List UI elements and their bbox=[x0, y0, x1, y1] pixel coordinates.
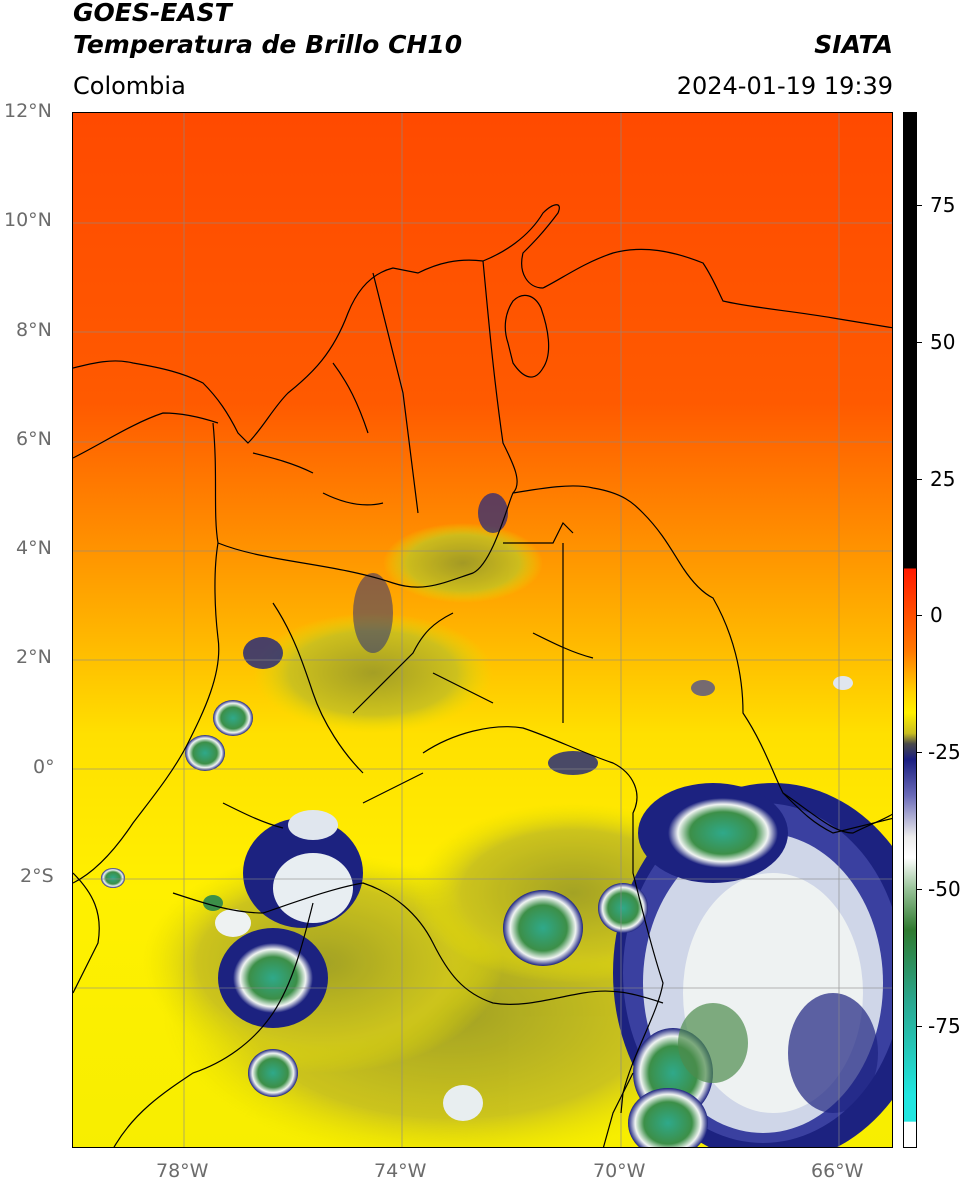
colorbar-tick: 75 bbox=[930, 193, 956, 217]
colorbar-tick: -50 bbox=[928, 877, 961, 901]
colorbar-tickmark bbox=[917, 479, 922, 480]
colorbar bbox=[903, 112, 917, 1148]
lat-label: 4°N bbox=[16, 537, 52, 559]
lat-label: 6°N bbox=[16, 428, 52, 450]
colorbar-tick: 0 bbox=[930, 603, 943, 627]
lon-label: 78°W bbox=[156, 1160, 209, 1182]
timestamp: 2024-01-19 19:39 bbox=[676, 72, 893, 100]
colorbar-tickmark bbox=[917, 889, 922, 890]
lon-label: 70°W bbox=[593, 1160, 646, 1182]
agency-name: SIATA bbox=[814, 30, 893, 59]
lon-label: 66°W bbox=[811, 1160, 864, 1182]
region-name: Colombia bbox=[73, 72, 186, 100]
colorbar-tickmark bbox=[917, 205, 922, 206]
brightness-temperature-map bbox=[72, 112, 893, 1148]
colorbar-tick: 50 bbox=[930, 330, 956, 354]
colorbar-tick: -25 bbox=[928, 740, 961, 764]
graticule bbox=[73, 113, 892, 1147]
deep-convection-mass bbox=[613, 783, 892, 1147]
colorbar-tick: 25 bbox=[930, 467, 956, 491]
lon-label: 74°W bbox=[374, 1160, 427, 1182]
convective-cells bbox=[101, 493, 853, 1121]
lat-label: 10°N bbox=[4, 209, 52, 231]
lat-label: 0° bbox=[33, 756, 55, 778]
lat-label: 2°S bbox=[20, 865, 54, 887]
olive-cloud-field bbox=[143, 523, 743, 1147]
satellite-name: GOES-EAST bbox=[73, 0, 232, 27]
colorbar-tickmark bbox=[917, 615, 922, 616]
lat-label: 12°N bbox=[4, 100, 52, 122]
colorbar-scale bbox=[904, 113, 916, 1147]
coastlines-and-borders bbox=[73, 204, 892, 1147]
product-title: Temperatura de Brillo CH10 bbox=[73, 30, 463, 59]
colorbar-tickmark bbox=[917, 1026, 922, 1027]
map-canvas bbox=[73, 113, 892, 1147]
lat-label: 8°N bbox=[16, 319, 52, 341]
colorbar-tickmark bbox=[917, 752, 922, 753]
lat-label: 2°N bbox=[16, 646, 52, 668]
colorbar-tick: -75 bbox=[928, 1014, 961, 1038]
colorbar-tickmark bbox=[917, 342, 922, 343]
